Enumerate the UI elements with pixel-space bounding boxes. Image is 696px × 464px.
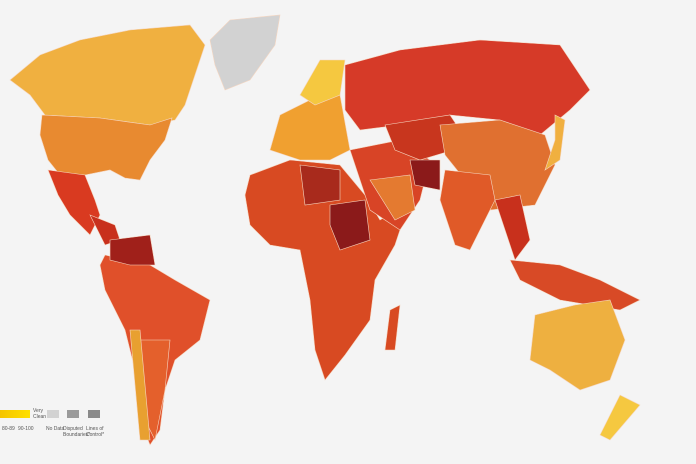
greenland xyxy=(209,14,281,91)
libya xyxy=(299,164,341,206)
legend-label: Disputed Boundaries* xyxy=(63,426,91,438)
legend-swatch-clean xyxy=(0,410,30,418)
afghanistan xyxy=(409,159,441,191)
legend-swatch-nodata xyxy=(47,410,59,418)
legend-label: 80-89 xyxy=(2,426,15,432)
usa xyxy=(39,114,173,181)
australia xyxy=(529,299,626,391)
new-zealand xyxy=(599,394,641,441)
india xyxy=(439,169,496,251)
venezuela xyxy=(109,234,156,266)
china xyxy=(439,119,556,211)
legend-caption: Very Clean xyxy=(33,408,47,420)
russia xyxy=(344,39,591,136)
canada xyxy=(9,24,206,126)
legend-label: 90-100 xyxy=(18,426,34,432)
legend-swatch-loc xyxy=(88,410,100,418)
legend-swatch-disputed xyxy=(67,410,79,418)
southeast-asia xyxy=(494,194,531,261)
indonesia xyxy=(509,259,641,311)
europe xyxy=(269,94,351,161)
legend-label: No Data xyxy=(46,426,65,432)
legend-label: Lines of Control* xyxy=(86,426,105,438)
saudi-arabia xyxy=(369,174,416,221)
africa xyxy=(244,159,411,381)
chile xyxy=(129,329,151,441)
madagascar xyxy=(384,304,401,351)
scandinavia xyxy=(299,59,346,106)
mexico xyxy=(47,169,101,236)
sudan xyxy=(329,199,371,251)
japan xyxy=(544,114,566,171)
